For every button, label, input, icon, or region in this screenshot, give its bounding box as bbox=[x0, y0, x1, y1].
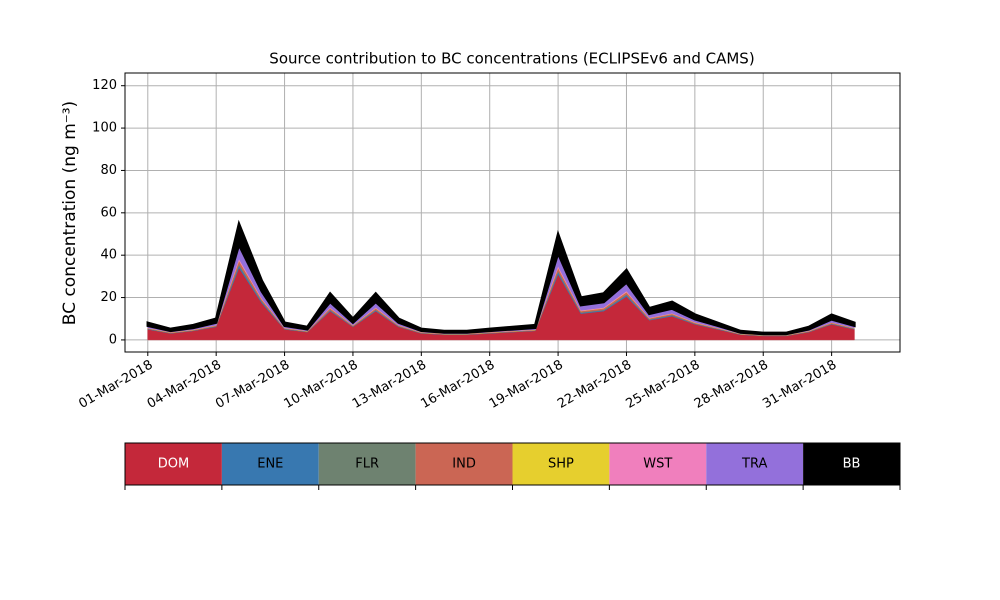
x-tick-label: 19-Mar-2018 bbox=[487, 358, 566, 412]
y-tick-label: 60 bbox=[100, 205, 117, 220]
y-tick-label: 100 bbox=[92, 121, 117, 136]
legend-label: BB bbox=[843, 457, 861, 472]
legend-swatch bbox=[609, 443, 707, 485]
y-tick-label: 20 bbox=[100, 290, 117, 305]
legend-label: WST bbox=[643, 457, 672, 472]
legend-label: SHP bbox=[548, 457, 574, 472]
area bbox=[146, 219, 856, 336]
legend-swatch bbox=[415, 443, 513, 485]
x-tick-label: 01-Mar-2018 bbox=[76, 358, 155, 412]
legend-label: ENE bbox=[257, 457, 283, 472]
legend-swatch bbox=[125, 443, 222, 485]
y-axis-label: BC concentration (ng m⁻³) bbox=[60, 101, 80, 325]
legend-swatch bbox=[318, 443, 416, 485]
x-tick-label: 31-Mar-2018 bbox=[760, 358, 839, 412]
x-tick-label: 28-Mar-2018 bbox=[692, 358, 771, 412]
legend-label: TRA bbox=[741, 457, 767, 472]
legend-swatch bbox=[803, 443, 900, 485]
x-tick-label: 04-Mar-2018 bbox=[145, 358, 224, 412]
y-tick-label: 0 bbox=[109, 332, 117, 347]
x-tick-label: 22-Mar-2018 bbox=[555, 358, 634, 412]
y-tick-label: 120 bbox=[92, 78, 117, 93]
x-tick-label: 16-Mar-2018 bbox=[418, 358, 497, 412]
x-tick-label: 13-Mar-2018 bbox=[350, 358, 429, 412]
y-tick-label: 40 bbox=[100, 248, 117, 263]
legend-swatch bbox=[706, 443, 804, 485]
x-tick-label: 10-Mar-2018 bbox=[282, 358, 361, 412]
legend-label: FLR bbox=[355, 457, 379, 472]
x-tick-label: 07-Mar-2018 bbox=[213, 358, 292, 412]
chart-title: Source contribution to BC concentrations… bbox=[269, 50, 754, 68]
legend-label: DOM bbox=[158, 457, 189, 472]
x-tick-label: 25-Mar-2018 bbox=[623, 358, 702, 412]
y-tick-label: 80 bbox=[100, 163, 117, 178]
legend-swatch bbox=[221, 443, 319, 485]
legend-label: IND bbox=[452, 457, 476, 472]
legend-swatch bbox=[512, 443, 610, 485]
